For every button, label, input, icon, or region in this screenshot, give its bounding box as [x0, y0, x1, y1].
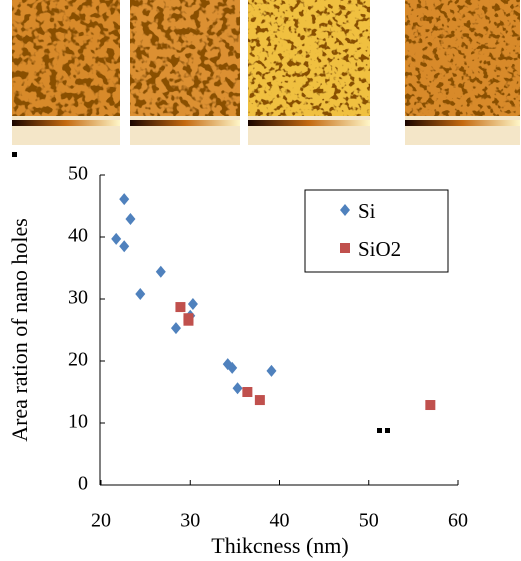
y-tick-label: 40	[68, 225, 88, 247]
point	[227, 361, 238, 374]
y-tick-label: 10	[68, 411, 88, 433]
y-tick-label: 50	[68, 163, 88, 185]
y-tick-label: 20	[68, 349, 88, 371]
x-tick-label: 60	[448, 510, 468, 532]
point	[125, 213, 136, 226]
x-tick-label: 50	[359, 510, 379, 532]
y-tick-label: 0	[78, 473, 88, 495]
point	[242, 387, 253, 397]
x-tick-label: 30	[180, 510, 200, 532]
x-axis-label: Thikcness (nm)	[211, 533, 348, 558]
x-tick-label: 20	[91, 510, 111, 532]
point	[425, 400, 436, 411]
legend-marker	[340, 243, 350, 253]
point	[135, 288, 146, 301]
point	[170, 322, 181, 335]
point	[119, 240, 130, 253]
point	[232, 382, 243, 395]
point	[111, 232, 122, 245]
point	[183, 315, 194, 326]
point	[266, 364, 277, 377]
point	[254, 395, 265, 406]
x-tick-label: 40	[270, 510, 290, 532]
legend-marker	[340, 204, 350, 216]
point	[187, 297, 198, 310]
afm-images	[12, 0, 520, 433]
y-axis-label: Area ration of nano holes	[7, 218, 32, 442]
point	[175, 302, 186, 313]
y-tick-label: 30	[68, 287, 88, 309]
legend-label: Si	[358, 199, 376, 223]
point	[119, 193, 130, 206]
legend-label: SiO2	[358, 237, 401, 261]
legend-box	[304, 189, 449, 273]
point	[155, 265, 166, 278]
